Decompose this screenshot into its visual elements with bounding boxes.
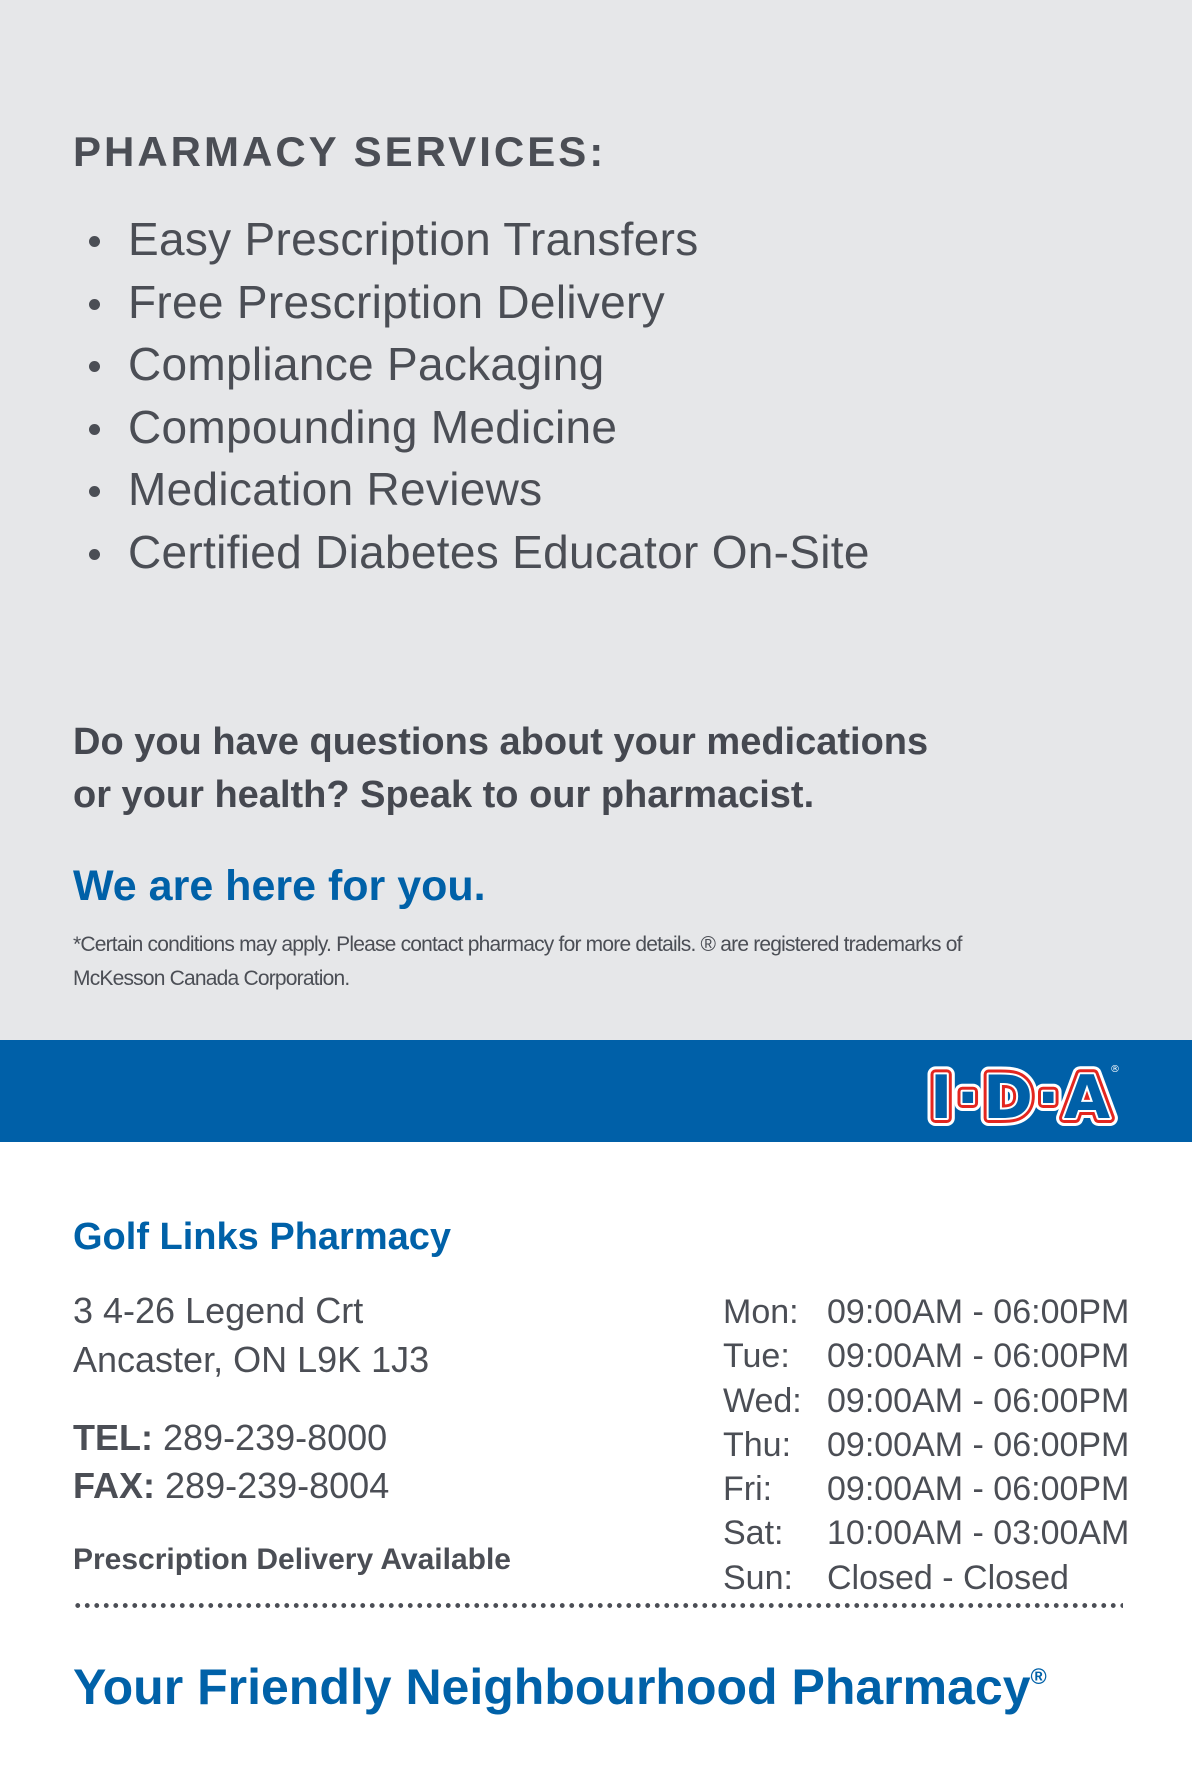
hours-table: Mon: 09:00AM - 06:00PM Tue: 09:00AM - 06:0… bbox=[723, 1290, 1129, 1600]
time: 09:00AM - 06:00PM bbox=[827, 1337, 1130, 1376]
questions-line: Do you have questions about your medicat… bbox=[73, 721, 929, 763]
svg-text:I·D·A: I·D·A bbox=[930, 1063, 1114, 1128]
time: 10:00AM - 03:00AM bbox=[827, 1514, 1130, 1553]
phone[interactable]: TEL: 289-239-8000 bbox=[73, 1414, 389, 1462]
tagline-text: Your Friendly Neighbourhood Pharmacy bbox=[73, 1659, 1031, 1715]
services-panel bbox=[0, 0, 1192, 1040]
fax-number: 289-239-8004 bbox=[165, 1465, 390, 1506]
list-item: Medication Reviews bbox=[85, 458, 870, 521]
questions-text: Do you have questions about your medicat… bbox=[73, 716, 928, 822]
hours-row: Thu: 09:00AM - 06:00PM bbox=[723, 1423, 1129, 1467]
fine-print: *Certain conditions may apply. Please co… bbox=[73, 928, 962, 996]
time: 09:00AM - 06:00PM bbox=[827, 1381, 1130, 1420]
tel-number[interactable]: 289-239-8000 bbox=[163, 1417, 388, 1458]
hours-row: Wed: 09:00AM - 06:00PM bbox=[723, 1379, 1129, 1423]
day: Thu: bbox=[723, 1425, 792, 1464]
contact: TEL: 289-239-8000 FAX: 289-239-8004 bbox=[73, 1414, 389, 1510]
registered-mark: ® bbox=[1030, 1664, 1047, 1689]
list-item: Compliance Packaging bbox=[85, 333, 870, 396]
list-item: Certified Diabetes Educator On-Site bbox=[85, 521, 870, 584]
questions-line: or your health? Speak to our pharmacist. bbox=[73, 774, 815, 816]
address-line: 3 4-26 Legend Crt bbox=[73, 1290, 364, 1331]
list-item: Easy Prescription Transfers bbox=[85, 208, 870, 271]
list-item: Compounding Medicine bbox=[85, 396, 870, 459]
delivery-note: Prescription Delivery Available bbox=[73, 1543, 511, 1576]
svg-text:I·D·A: I·D·A bbox=[930, 1063, 1114, 1128]
services-list: Easy Prescription Transfers Free Prescri… bbox=[85, 208, 870, 583]
fax-label: FAX: bbox=[73, 1465, 156, 1506]
day: Sat: bbox=[723, 1514, 784, 1553]
svg-text:I·D·A: I·D·A bbox=[930, 1063, 1114, 1128]
svg-text:I·D·A: I·D·A bbox=[930, 1063, 1114, 1128]
pharmacy-name: Golf Links Pharmacy bbox=[73, 1216, 452, 1258]
time: 09:00AM - 06:00PM bbox=[827, 1425, 1130, 1464]
here-for-you: We are here for you. bbox=[73, 862, 486, 910]
services-heading: PHARMACY SERVICES: bbox=[73, 128, 607, 175]
address-line: Ancaster, ON L9K 1J3 bbox=[73, 1339, 430, 1380]
hours-row: Fri: 09:00AM - 06:00PM bbox=[723, 1467, 1129, 1511]
day: Fri: bbox=[723, 1470, 773, 1509]
tel-label: TEL: bbox=[73, 1417, 153, 1458]
fine-print-line: *Certain conditions may apply. Please co… bbox=[73, 933, 962, 956]
fine-print-line: McKesson Canada Corporation. bbox=[73, 967, 350, 990]
day: Mon: bbox=[723, 1293, 799, 1331]
ida-logo: I·D·A I·D·A I·D·A I·D·A ® bbox=[924, 1058, 1120, 1128]
brand-band bbox=[0, 1040, 1192, 1142]
tagline: Your Friendly Neighbourhood Pharmacy® bbox=[73, 1658, 1047, 1716]
svg-text:®: ® bbox=[1110, 1064, 1120, 1075]
dotted-divider bbox=[73, 1603, 1123, 1608]
day: Wed: bbox=[723, 1381, 802, 1420]
day: Tue: bbox=[723, 1337, 790, 1376]
day: Sun: bbox=[723, 1558, 793, 1597]
time: 09:00AM - 06:00PM bbox=[827, 1293, 1130, 1331]
hours-row: Mon: 09:00AM - 06:00PM bbox=[723, 1290, 1129, 1334]
fax: FAX: 289-239-8004 bbox=[73, 1462, 389, 1510]
time: 09:00AM - 06:00PM bbox=[827, 1470, 1130, 1509]
hours-row: Sat: 10:00AM - 03:00AM bbox=[723, 1511, 1129, 1555]
hours-row: Tue: 09:00AM - 06:00PM bbox=[723, 1334, 1129, 1378]
hours-row: Sun: Closed - Closed bbox=[723, 1556, 1129, 1600]
time: Closed - Closed bbox=[827, 1558, 1069, 1597]
address: 3 4-26 Legend Crt Ancaster, ON L9K 1J3 bbox=[73, 1286, 429, 1384]
list-item: Free Prescription Delivery bbox=[85, 271, 870, 334]
